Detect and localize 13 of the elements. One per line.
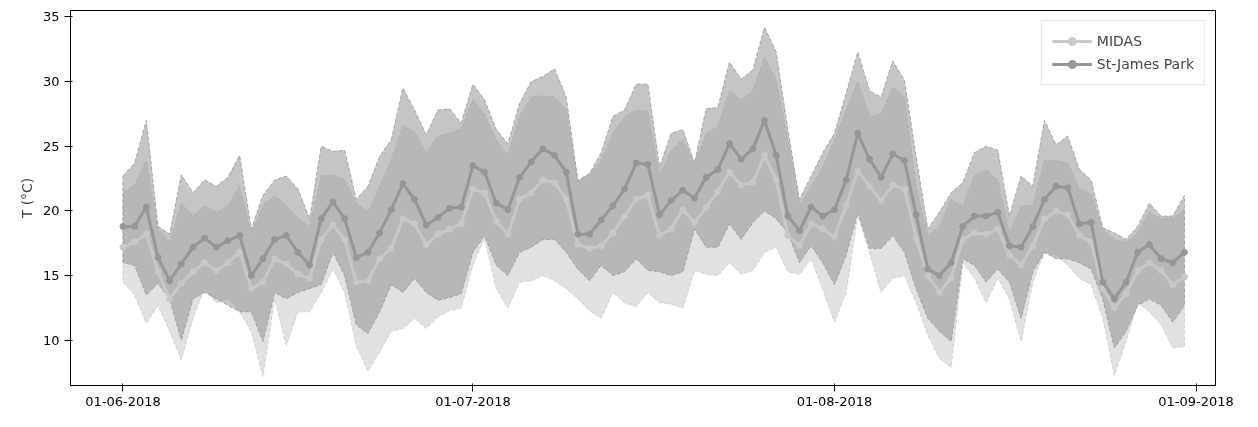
y-tick-label: 25: [42, 138, 60, 154]
y-tick-label: 10: [42, 332, 60, 348]
y-tick-label: 30: [42, 74, 60, 90]
y-tick-label: 15: [42, 268, 60, 284]
x-tick-label: 01-06-2018: [85, 393, 161, 409]
y-tick-label: 35: [42, 9, 60, 25]
y-tick-label: 20: [42, 203, 60, 219]
legend-label: St-James Park: [1096, 56, 1194, 72]
x-tick-label: 01-09-2018: [1158, 393, 1234, 409]
y-axis-title: T (°C): [18, 177, 35, 220]
x-tick-label: 01-07-2018: [435, 393, 511, 409]
legend-label: MIDAS: [1096, 33, 1143, 49]
x-tick-label: 01-08-2018: [796, 393, 873, 409]
